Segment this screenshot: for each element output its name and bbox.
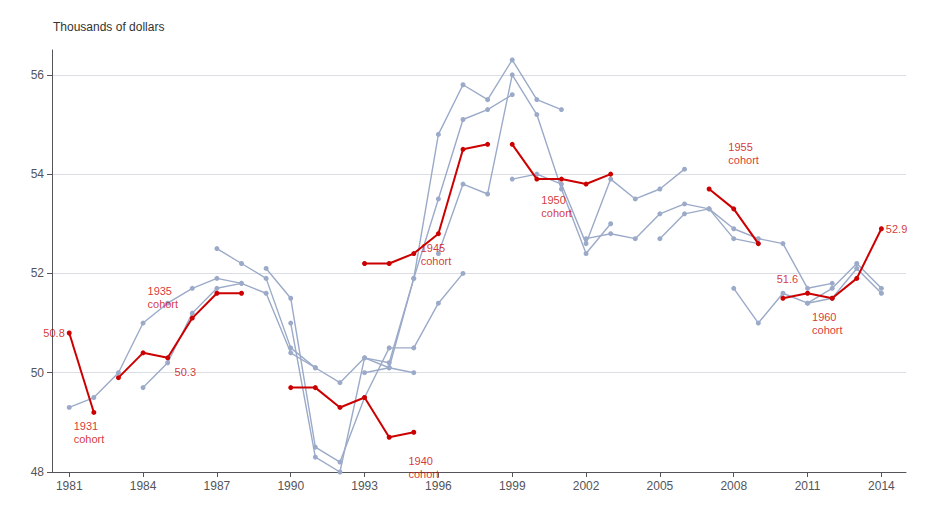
svg-text:1999: 1999 xyxy=(499,479,526,493)
svg-text:1931: 1931 xyxy=(74,420,98,432)
svg-text:52.9: 52.9 xyxy=(886,223,907,235)
svg-text:1955: 1955 xyxy=(728,141,752,153)
svg-text:cohort: cohort xyxy=(74,433,105,445)
svg-text:1990: 1990 xyxy=(277,479,304,493)
svg-text:1950: 1950 xyxy=(541,194,565,206)
svg-text:1993: 1993 xyxy=(351,479,378,493)
svg-text:56: 56 xyxy=(31,68,45,82)
svg-text:cohort: cohort xyxy=(728,154,759,166)
svg-text:1984: 1984 xyxy=(130,479,157,493)
svg-text:2014: 2014 xyxy=(868,479,895,493)
svg-text:1935: 1935 xyxy=(148,285,172,297)
svg-text:1981: 1981 xyxy=(56,479,83,493)
svg-text:54: 54 xyxy=(31,167,45,181)
svg-text:1996: 1996 xyxy=(425,479,452,493)
svg-text:51.6: 51.6 xyxy=(777,273,798,285)
svg-text:cohort: cohort xyxy=(541,207,572,219)
svg-text:cohort: cohort xyxy=(148,298,179,310)
svg-text:2005: 2005 xyxy=(647,479,674,493)
svg-text:Thousands of dollars: Thousands of dollars xyxy=(53,20,164,34)
svg-text:2008: 2008 xyxy=(720,479,747,493)
svg-text:50: 50 xyxy=(31,366,45,380)
svg-text:2011: 2011 xyxy=(795,479,821,493)
svg-text:50.8: 50.8 xyxy=(43,327,64,339)
svg-text:cohort: cohort xyxy=(408,468,439,480)
svg-text:48: 48 xyxy=(31,465,45,479)
svg-text:1987: 1987 xyxy=(204,479,231,493)
svg-text:52: 52 xyxy=(31,266,45,280)
svg-text:cohort: cohort xyxy=(421,255,452,267)
svg-text:1945: 1945 xyxy=(421,242,445,254)
svg-text:2002: 2002 xyxy=(573,479,600,493)
svg-text:1960: 1960 xyxy=(812,311,836,323)
svg-text:1940: 1940 xyxy=(408,455,432,467)
svg-text:cohort: cohort xyxy=(812,324,843,336)
svg-text:50.3: 50.3 xyxy=(175,366,196,378)
